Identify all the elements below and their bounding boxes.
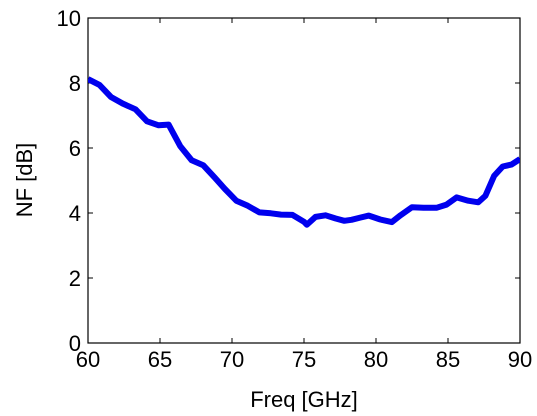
x-tick-label: 90 bbox=[508, 347, 532, 372]
x-tick-label: 75 bbox=[292, 347, 316, 372]
y-tick-label: 0 bbox=[69, 331, 81, 356]
y-tick-label: 6 bbox=[69, 136, 81, 161]
y-axis-label: NF [dB] bbox=[12, 143, 37, 218]
y-tick-label: 8 bbox=[69, 71, 81, 96]
x-axis-label: Freq [GHz] bbox=[250, 387, 358, 412]
x-tick-label: 70 bbox=[220, 347, 244, 372]
plot-area bbox=[87, 17, 521, 344]
axis-ticks: 60 65 70 75 80 85 90 0 2 4 6 8 10 bbox=[57, 6, 533, 372]
x-tick-label: 65 bbox=[148, 347, 172, 372]
y-tick-label: 2 bbox=[69, 266, 81, 291]
x-tick-label: 80 bbox=[364, 347, 388, 372]
x-tick-label: 60 bbox=[76, 347, 100, 372]
x-tick-label: 85 bbox=[436, 347, 460, 372]
y-tick-label: 4 bbox=[69, 201, 81, 226]
y-tick-label: 10 bbox=[57, 6, 81, 31]
series-line-0 bbox=[88, 76, 520, 228]
plot-layer: 60 65 70 75 80 85 90 0 2 4 6 8 10 bbox=[57, 6, 533, 372]
series-layer bbox=[88, 76, 520, 228]
